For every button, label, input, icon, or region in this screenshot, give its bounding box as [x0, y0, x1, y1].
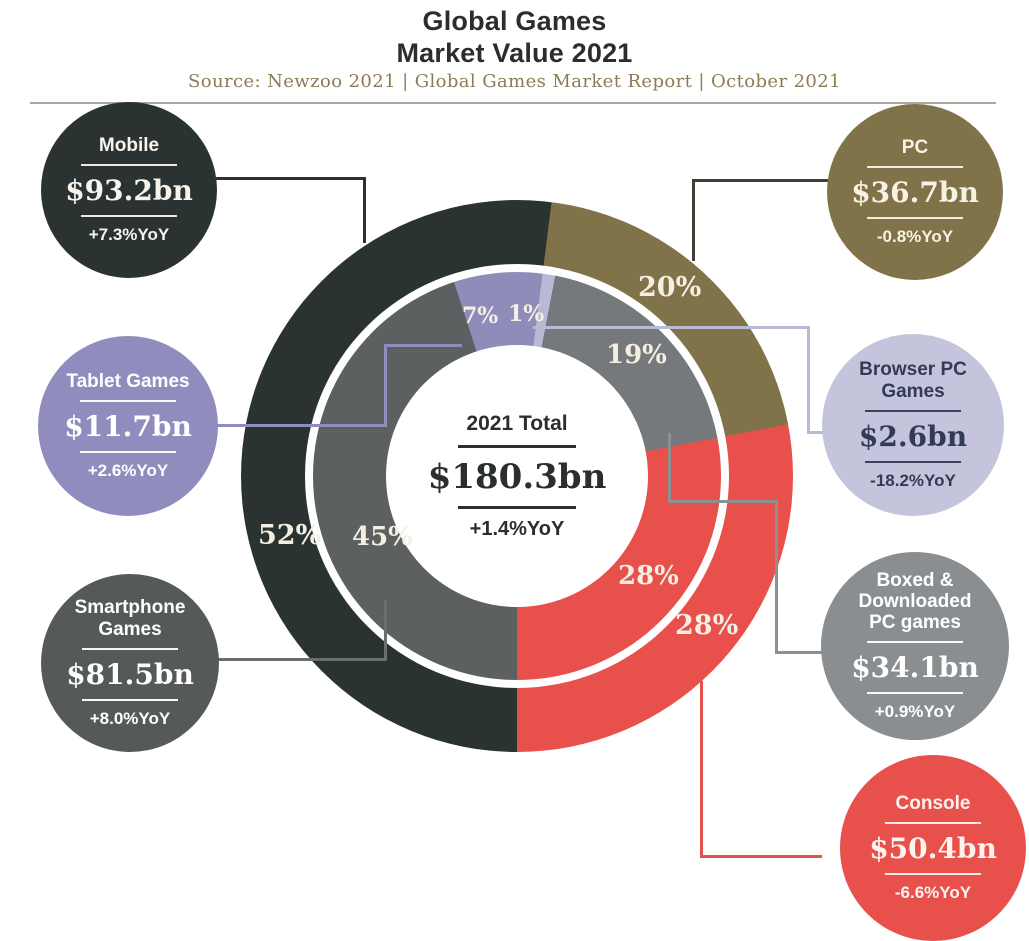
badge-pc-value: $36.7bn	[851, 176, 979, 210]
connector-tablet-vertical	[384, 344, 387, 427]
badge-boxed-downloaded-pc-games-label: Boxed & Downloaded PC games	[858, 569, 972, 634]
connector-smartphone-vertical	[384, 600, 387, 661]
connector-tablet-horizontal-2	[384, 344, 462, 347]
badge-divider	[82, 698, 178, 701]
page-title: Global Games Market Value 2021	[0, 6, 1029, 69]
connector-browser-horizontal-2	[807, 431, 831, 434]
badge-browser-pc-games-value: $2.6bn	[858, 419, 968, 453]
badge-divider	[867, 166, 963, 169]
chart-center: 2021 Total $180.3bn +1.4%YoY	[386, 345, 648, 607]
badge-tablet-games-value: $11.7bn	[64, 410, 192, 444]
badge-divider	[885, 822, 981, 825]
badge-mobile-yoy: +7.3%YoY	[88, 225, 170, 245]
badge-boxed-downloaded-pc-games: Boxed & Downloaded PC games $34.1bn +0.9…	[821, 552, 1009, 740]
badge-divider	[867, 217, 963, 220]
connector-browser-vertical	[807, 326, 810, 434]
pct-label-boxed: 19%	[606, 340, 667, 370]
connector-pc-vertical	[692, 179, 695, 261]
badge-browser-pc-games: Browser PC Games $2.6bn -18.2%YoY	[822, 334, 1004, 516]
connector-boxed-vertical-2	[775, 500, 778, 654]
badge-smartphone-games-label: Smartphone Games	[74, 597, 186, 640]
badge-browser-pc-games-yoy: -18.2%YoY	[870, 470, 956, 490]
pct-label-console-inner: 28%	[618, 561, 679, 591]
badge-pc: PC $36.7bn -0.8%YoY	[827, 104, 1003, 280]
connector-smartphone-horizontal	[216, 658, 387, 661]
connector-mobile-vertical	[363, 177, 366, 243]
badge-mobile-value: $93.2bn	[65, 174, 193, 208]
connector-console-horizontal	[700, 855, 822, 858]
page-title-line2: Market Value 2021	[396, 37, 633, 68]
badge-console: Console $50.4bn -6.6%YoY	[840, 755, 1026, 941]
badge-divider	[82, 647, 178, 650]
badge-divider	[867, 692, 963, 695]
badge-mobile: Mobile $93.2bn +7.3%YoY	[41, 102, 217, 278]
badge-divider	[865, 409, 961, 412]
header-divider	[30, 102, 996, 104]
badge-smartphone-games: Smartphone Games $81.5bn +8.0%YoY	[41, 574, 219, 752]
badge-console-yoy: -6.6%YoY	[894, 883, 972, 903]
badge-pc-yoy: -0.8%YoY	[876, 227, 954, 247]
pct-label-console-outer: 28%	[675, 610, 739, 641]
badge-divider	[865, 460, 961, 463]
center-divider-bottom	[458, 505, 576, 509]
source-caption: Source: Newzoo 2021 | Global Games Marke…	[188, 71, 841, 92]
badge-divider	[80, 451, 176, 454]
badge-smartphone-games-yoy: +8.0%YoY	[89, 708, 171, 728]
connector-console-vertical	[700, 681, 703, 858]
pct-label-pc: 20%	[638, 272, 702, 303]
badge-divider	[81, 215, 177, 218]
badge-tablet-games-yoy: +2.6%YoY	[87, 461, 169, 481]
connector-browser-horizontal	[533, 326, 810, 329]
badge-console-label: Console	[895, 792, 971, 814]
badge-divider	[885, 873, 981, 876]
badge-divider	[80, 400, 176, 403]
connector-boxed-horizontal-2	[775, 651, 829, 654]
badge-smartphone-games-value: $81.5bn	[66, 657, 194, 691]
badge-boxed-downloaded-pc-games-value: $34.1bn	[851, 651, 979, 685]
connector-boxed-vertical-1	[668, 433, 671, 503]
badge-tablet-games-label: Tablet Games	[66, 370, 190, 392]
badge-boxed-downloaded-pc-games-yoy: +0.9%YoY	[874, 702, 956, 722]
connector-tablet-horizontal	[216, 424, 387, 427]
badge-mobile-label: Mobile	[98, 134, 160, 156]
badge-console-value: $50.4bn	[869, 832, 997, 866]
center-divider-top	[458, 444, 576, 448]
center-total-label: 2021 Total	[466, 411, 568, 435]
pct-label-mobile: 52%	[258, 520, 322, 551]
center-total-yoy: +1.4%YoY	[469, 517, 565, 540]
page-title-line1: Global Games	[422, 6, 607, 36]
pct-label-smartphone: 45%	[352, 522, 413, 552]
connector-boxed-horizontal-1	[668, 500, 778, 503]
center-total-value: $180.3bn	[427, 456, 607, 497]
connector-mobile-horizontal	[216, 177, 366, 180]
badge-tablet-games: Tablet Games $11.7bn +2.6%YoY	[38, 336, 218, 516]
badge-browser-pc-games-label: Browser PC Games	[859, 359, 967, 402]
pct-label-tablet: 7%	[462, 303, 499, 329]
badge-divider	[867, 641, 963, 644]
pct-label-browser: 1%	[508, 301, 545, 327]
connector-pc-horizontal	[692, 179, 832, 182]
badge-pc-label: PC	[901, 136, 929, 158]
badge-divider	[81, 164, 177, 167]
